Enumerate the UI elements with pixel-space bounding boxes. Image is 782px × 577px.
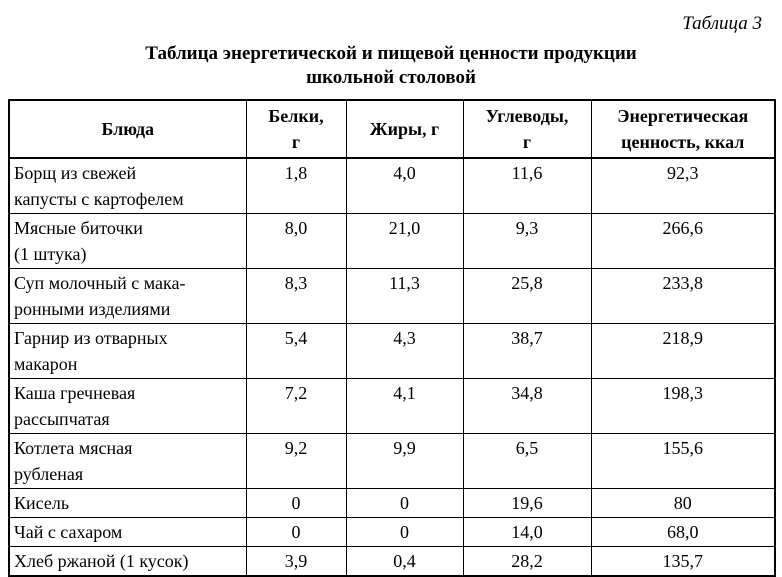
fats-cell: 0: [345, 488, 464, 518]
header-row: Блюда Белки, г Жиры, г Углеводы, г Энерг…: [8, 99, 776, 159]
table-row: Чай с сахаром 0 0 14,0 68,0: [8, 517, 776, 547]
carbs-cell: 28,2: [462, 546, 592, 577]
column-header-carbs: Углеводы, г: [462, 99, 592, 159]
table-row: Котлета мясная рубленая 9,2 9,9 6,5 155,…: [8, 433, 776, 489]
fats-cell: 4,3: [345, 323, 464, 379]
table-row: Борщ из свежей капусты с картофелем 1,8 …: [8, 157, 776, 214]
column-header-energy: Энергетическая ценность, ккал: [590, 99, 776, 159]
dish-name-cell: Каша гречневая рассыпчатая: [8, 378, 247, 434]
column-header-fats: Жиры, г: [345, 99, 464, 159]
dish-name-cell: Хлеб ржаной (1 кусок): [8, 546, 247, 577]
fats-cell: 4,1: [345, 378, 464, 434]
proteins-cell: 7,2: [245, 378, 347, 434]
column-header-proteins: Белки, г: [245, 99, 347, 159]
carbs-cell: 6,5: [462, 433, 592, 489]
energy-cell: 68,0: [590, 517, 776, 547]
proteins-cell: 3,9: [245, 546, 347, 577]
carbs-cell: 38,7: [462, 323, 592, 379]
carbs-cell: 25,8: [462, 268, 592, 324]
proteins-cell: 0: [245, 488, 347, 518]
table-row: Кисель 0 0 19,6 80: [8, 488, 776, 518]
fats-cell: 9,9: [345, 433, 464, 489]
energy-cell: 80: [590, 488, 776, 518]
carbs-cell: 34,8: [462, 378, 592, 434]
proteins-cell: 1,8: [245, 157, 347, 214]
carbs-cell: 9,3: [462, 213, 592, 269]
energy-cell: 218,9: [590, 323, 776, 379]
table-number-label: Таблица 3: [682, 13, 762, 34]
table-row: Мясные биточки (1 штука) 8,0 21,0 9,3 26…: [8, 213, 776, 269]
proteins-cell: 9,2: [245, 433, 347, 489]
energy-cell: 233,8: [590, 268, 776, 324]
dish-name-cell: Мясные биточки (1 штука): [8, 213, 247, 269]
table-row: Гарнир из отварных макарон 5,4 4,3 38,7 …: [8, 323, 776, 379]
table-title: Таблица энергетической и пищевой ценност…: [145, 43, 637, 88]
proteins-cell: 0: [245, 517, 347, 547]
fats-cell: 21,0: [345, 213, 464, 269]
energy-cell: 266,6: [590, 213, 776, 269]
fats-cell: 0: [345, 517, 464, 547]
table-row: Каша гречневая рассыпчатая 7,2 4,1 34,8 …: [8, 378, 776, 434]
dish-name-cell: Кисель: [8, 488, 247, 518]
table-row: Хлеб ржаной (1 кусок) 3,9 0,4 28,2 135,7: [8, 546, 776, 577]
table-row: Суп молочный с мака- ронными изделиями 8…: [8, 268, 776, 324]
energy-cell: 92,3: [590, 157, 776, 214]
fats-cell: 11,3: [345, 268, 464, 324]
fats-cell: 4,0: [345, 157, 464, 214]
dish-name-cell: Борщ из свежей капусты с картофелем: [8, 157, 247, 214]
carbs-cell: 11,6: [462, 157, 592, 214]
dish-name-cell: Гарнир из отварных макарон: [8, 323, 247, 379]
column-header-dish: Блюда: [8, 99, 247, 159]
proteins-cell: 8,0: [245, 213, 347, 269]
dish-name-cell: Суп молочный с мака- ронными изделиями: [8, 268, 247, 324]
energy-cell: 135,7: [590, 546, 776, 577]
carbs-cell: 14,0: [462, 517, 592, 547]
dish-name-cell: Чай с сахаром: [8, 517, 247, 547]
nutrition-table: Блюда Белки, г Жиры, г Углеводы, г Энерг…: [8, 99, 776, 577]
proteins-cell: 5,4: [245, 323, 347, 379]
dish-name-cell: Котлета мясная рубленая: [8, 433, 247, 489]
carbs-cell: 19,6: [462, 488, 592, 518]
energy-cell: 155,6: [590, 433, 776, 489]
energy-cell: 198,3: [590, 378, 776, 434]
proteins-cell: 8,3: [245, 268, 347, 324]
